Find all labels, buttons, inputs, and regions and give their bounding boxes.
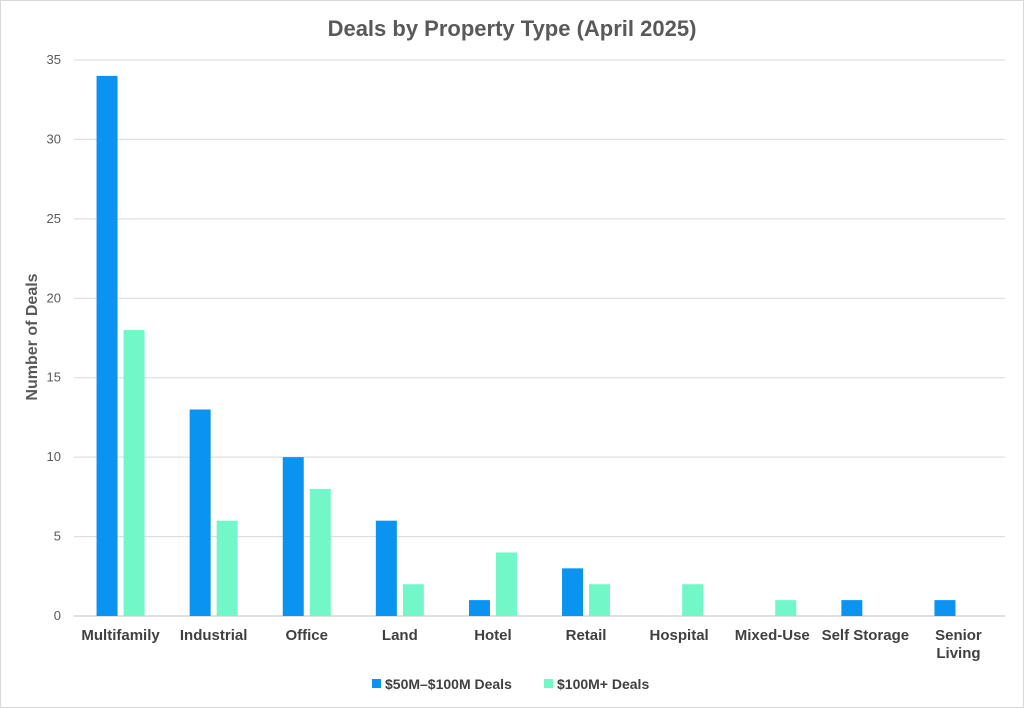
- x-tick-label: Hotel: [474, 627, 512, 644]
- y-tick-label: 25: [47, 211, 61, 226]
- legend-label: $100M+ Deals: [557, 676, 649, 692]
- x-tick-label: Living: [936, 645, 980, 662]
- y-tick-label: 20: [47, 290, 61, 305]
- bar-mid-range-deals: [841, 600, 863, 616]
- bar-large-deals: [495, 552, 517, 616]
- x-tick-label: Hospital: [650, 627, 709, 644]
- bar-large-deals: [123, 330, 145, 616]
- bar-mid-range-deals: [375, 520, 397, 616]
- y-tick-label: 30: [47, 131, 61, 146]
- x-tick-label: Office: [285, 627, 328, 644]
- y-axis-label: Number of Deals: [24, 273, 41, 400]
- bar-large-deals: [589, 584, 611, 616]
- bar-mid-range-deals: [468, 600, 490, 616]
- legend: $50M–$100M Deals $100M+ Deals: [372, 676, 649, 692]
- y-tick-label: 15: [47, 370, 61, 385]
- x-tick-label: Retail: [566, 627, 607, 644]
- x-tick-label: Mixed-Use: [735, 627, 810, 644]
- bar-mid-range-deals: [934, 600, 956, 616]
- x-tick-label: Self Storage: [822, 627, 910, 644]
- bar-large-deals: [309, 488, 331, 616]
- x-tick-label: Multifamily: [81, 627, 160, 644]
- y-axis-ticks: 0 5 10 15 20 25 30 35: [47, 52, 61, 623]
- legend-swatch: [544, 679, 553, 688]
- bar-mid-range-deals: [96, 75, 118, 616]
- x-tick-label: Senior: [935, 627, 982, 644]
- bar-large-deals: [402, 584, 424, 616]
- bar-mid-range-deals: [562, 568, 584, 616]
- bar-large-deals: [775, 600, 797, 616]
- y-tick-label: 35: [47, 52, 61, 67]
- bar-large-deals: [682, 584, 704, 616]
- y-tick-label: 10: [47, 449, 61, 464]
- x-axis-ticks: Multifamily Industrial Office Land Hotel Reta…: [81, 627, 982, 662]
- bar-large-deals: [216, 520, 238, 616]
- bar-mid-range-deals: [282, 457, 304, 616]
- y-tick-label: 0: [54, 608, 61, 623]
- x-tick-label: Land: [382, 627, 418, 644]
- gridlines: [74, 59, 1005, 617]
- legend-swatch: [372, 679, 381, 688]
- x-tick-label: Industrial: [180, 627, 248, 644]
- legend-label: $50M–$100M Deals: [385, 676, 512, 692]
- bars: [96, 75, 956, 616]
- chart-title: Deals by Property Type (April 2025): [328, 16, 697, 41]
- bar-mid-range-deals: [189, 409, 211, 616]
- y-tick-label: 5: [54, 529, 61, 544]
